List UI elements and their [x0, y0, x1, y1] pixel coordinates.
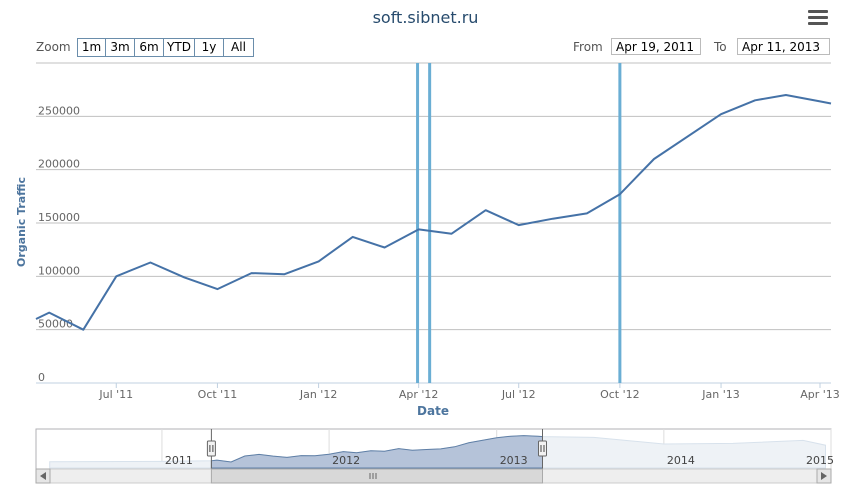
x-tick-label: Jan '13 [701, 388, 739, 401]
series-line [35, 94, 832, 331]
y-tick-label: 150000 [38, 211, 80, 224]
zoom-label: Zoom [36, 40, 71, 54]
navigator-selected-area [210, 435, 543, 469]
navigator-handle-right[interactable] [537, 429, 547, 469]
zoom-3m-button[interactable]: 3m [106, 39, 135, 56]
zoom-1y-button[interactable]: 1y [195, 39, 224, 56]
grid-lines [36, 62, 831, 384]
zoom-6m-button[interactable]: 6m [135, 39, 164, 56]
scrollbar-grip-icon [369, 473, 377, 479]
x-tick-label: Jan '12 [299, 388, 337, 401]
scrollbar-thumb[interactable] [210, 468, 543, 484]
navigator-handle-left[interactable] [206, 429, 216, 469]
navigator-year-label: 2014 [667, 454, 695, 467]
x-tick-label: Apr '12 [399, 388, 439, 401]
to-date-input[interactable]: Apr 11, 2013 [737, 38, 830, 55]
zoom-ytd-button[interactable]: YTD [164, 39, 195, 56]
series-line-path [35, 94, 832, 331]
zoom-all-button[interactable]: All [224, 39, 253, 56]
x-tick-label: Jul '12 [501, 388, 536, 401]
x-tick-label: Oct '11 [198, 388, 238, 401]
x-axis: Jul '11 Oct '11 Jan '12 Apr '12 Jul '12 Oct '… [36, 382, 840, 401]
from-date-input[interactable]: Apr 19, 2011 [611, 38, 701, 55]
navigator-handle-grip[interactable] [206, 440, 216, 457]
x-axis-title: Date [417, 404, 449, 418]
y-axis: 0 50000 100000 150000 200000 250000 [38, 104, 80, 384]
navigator-year-label: 2015 [806, 454, 834, 467]
x-tick-label: Oct '12 [600, 388, 640, 401]
arrow-right-icon [821, 472, 827, 480]
hamburger-menu-icon[interactable] [808, 10, 828, 26]
x-tick-label: Jul '11 [98, 388, 133, 401]
x-tick-label: Apr '13 [800, 388, 840, 401]
y-tick-label: 50000 [38, 318, 73, 331]
navigator-year-label: 2011 [165, 454, 193, 467]
navigator-year-label: 2012 [332, 454, 360, 467]
chart-title: soft.sibnet.ru [372, 8, 479, 27]
y-tick-label: 250000 [38, 104, 80, 117]
navigator[interactable]: 2011 2012 2013 2014 2015 [35, 428, 834, 470]
zoom-buttons: 1m 3m 6m YTD 1y All [77, 38, 254, 57]
y-tick-label: 200000 [38, 158, 80, 171]
navigator-handle-grip[interactable] [537, 440, 547, 457]
navigator-year-label: 2013 [500, 454, 528, 467]
y-axis-title: Organic Traffic [15, 177, 28, 267]
navigator-labels: 2011 2012 2013 2014 2015 [165, 454, 834, 467]
plot-lines [416, 63, 622, 383]
scrollbar[interactable] [35, 468, 832, 484]
y-tick-label: 100000 [38, 264, 80, 277]
zoom-1m-button[interactable]: 1m [78, 39, 106, 56]
to-label: To [714, 40, 727, 54]
y-tick-label: 0 [38, 371, 45, 384]
arrow-left-icon [40, 472, 46, 480]
from-label: From [573, 40, 603, 54]
